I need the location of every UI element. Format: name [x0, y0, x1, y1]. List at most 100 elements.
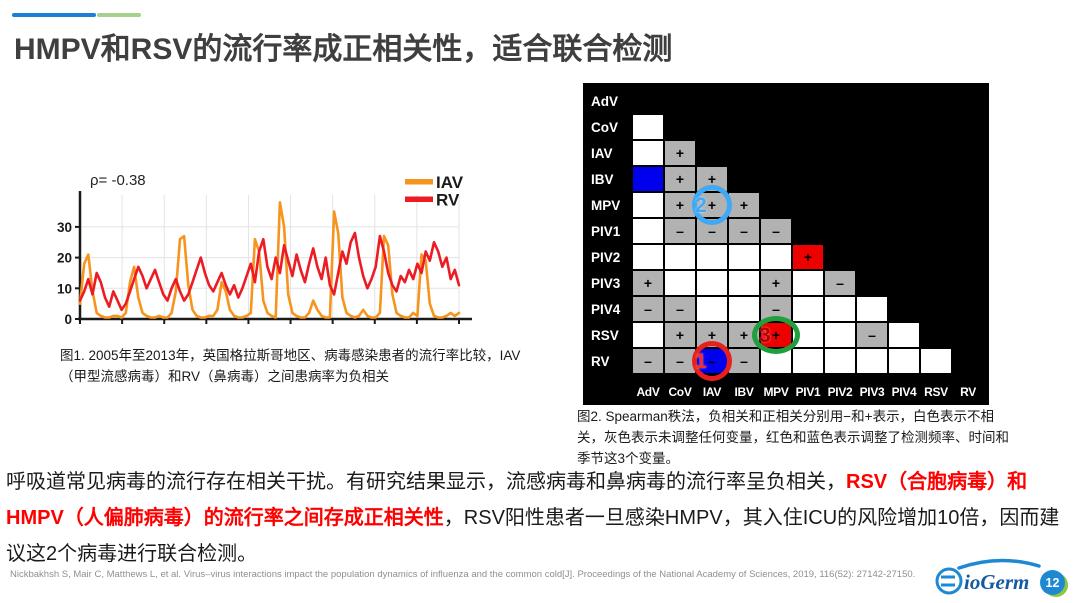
matrix-cell	[697, 271, 727, 295]
matrix-col-label: RSV	[924, 385, 948, 399]
matrix-cell: –	[665, 297, 695, 321]
svg-text:10: 10	[57, 281, 72, 296]
matrix-cell: –	[633, 349, 663, 373]
matrix-cell: +	[729, 193, 759, 217]
matrix-cell: –	[665, 219, 695, 243]
matrix-col-label: MPV	[763, 385, 789, 399]
matrix-cell	[825, 349, 855, 373]
annotation-ring-2	[692, 185, 732, 225]
matrix-cell	[633, 245, 663, 269]
matrix-col-label: PIV1	[795, 385, 821, 399]
annotation-number-1: 1	[695, 350, 707, 373]
matrix-cell: +	[665, 323, 695, 347]
matrix-row-label: PIV1	[591, 223, 621, 239]
matrix-cell	[793, 349, 823, 373]
svg-text:20: 20	[57, 251, 72, 266]
accent-bar-green	[97, 13, 141, 17]
matrix-cell	[857, 349, 887, 373]
matrix-row-label: IAV	[591, 145, 613, 161]
matrix-cell: +	[633, 271, 663, 295]
matrix-cell	[857, 297, 887, 321]
matrix-col-label: IBV	[734, 385, 754, 399]
matrix-cell	[793, 297, 823, 321]
matrix-cell: +	[665, 141, 695, 165]
matrix-cell	[697, 297, 727, 321]
matrix-cell: –	[857, 323, 887, 347]
chart-series	[78, 200, 461, 319]
matrix-cell	[761, 245, 791, 269]
matrix-row-label: PIV4	[591, 301, 621, 317]
matrix-row-label: RSV	[591, 327, 619, 343]
matrix-cell: –	[665, 349, 695, 373]
matrix-row-label: MPV	[591, 197, 621, 213]
matrix-cell	[793, 271, 823, 295]
annotation-number-3: 3	[759, 324, 771, 347]
accent-bar	[12, 13, 141, 17]
matrix-cell	[633, 219, 663, 243]
matrix-cell: +	[665, 167, 695, 191]
matrix-cell	[633, 115, 663, 139]
matrix-col-label: PIV3	[859, 385, 885, 399]
matrix-cell: –	[633, 297, 663, 321]
matrix-cell	[825, 297, 855, 321]
matrix-cell	[921, 349, 951, 373]
chart-gridlines	[79, 195, 460, 319]
svg-text:30: 30	[57, 220, 72, 235]
matrix-cell	[633, 323, 663, 347]
matrix-col-label: PIV2	[827, 385, 853, 399]
biogerm-logo: ioGerm	[933, 556, 1048, 598]
matrix-row-label: CoV	[591, 119, 618, 135]
body-highlight-red: RSV（合胞病毒）和HMPV（人偏肺病毒）的流行率之间存成正相关性	[6, 471, 1028, 529]
page-number: 12	[1040, 570, 1065, 595]
matrix-row-label: IBV	[591, 171, 614, 187]
svg-text:ρ= -0.38: ρ= -0.38	[90, 172, 146, 189]
annotation-ring-3	[752, 316, 800, 354]
logo-text: ioGerm	[964, 570, 1029, 594]
citation-text: Nickbakhsh S, Mair C, Matthews L, et al.…	[10, 569, 916, 580]
matrix-cell	[633, 141, 663, 165]
page-title: HMPV和RSV的流行率成正相关性，适合联合检测	[14, 33, 673, 66]
matrix-cell: –	[825, 271, 855, 295]
svg-text:IAV: IAV	[436, 173, 464, 192]
svg-text:0: 0	[64, 312, 72, 327]
matrix-cell: +	[793, 245, 823, 269]
matrix-cell	[889, 323, 919, 347]
matrix-cell	[633, 193, 663, 217]
svg-text:RV: RV	[436, 191, 460, 210]
matrix-cell: –	[761, 219, 791, 243]
body-text: 呼吸道常见病毒的流行存在相关干扰。有研究结果显示，流感病毒和鼻病毒的流行率呈负相…	[6, 464, 1076, 572]
body-segment: ，RSV阳性患者一旦感染HMPV，其入住ICU的风险增加10倍，因而建议这2个病…	[6, 507, 1060, 565]
matrix-cell: –	[729, 349, 759, 373]
matrix-cell	[633, 167, 663, 191]
matrix-cell	[665, 271, 695, 295]
matrix-col-label: PIV4	[891, 385, 917, 399]
matrix-cell: –	[729, 219, 759, 243]
matrix-cell: +	[761, 271, 791, 295]
matrix-row-label: PIV2	[591, 249, 621, 265]
matrix-cell	[697, 245, 727, 269]
matrix-cell	[889, 349, 919, 373]
matrix-col-label: AdV	[636, 385, 660, 399]
matrix-grid: AdV CoV IAV + IBV + + MPV + + + PIV1– – – – PIV2 + PIV3 + +…	[583, 83, 989, 405]
matrix-cell	[729, 297, 759, 321]
matrix-cell	[729, 271, 759, 295]
body-segment: 呼吸道常见病毒的流行存在相关干扰。有研究结果显示，流感病毒和鼻病毒的流行率呈负相…	[6, 471, 846, 493]
figure2-correlation-matrix: AdV CoV IAV + IBV + + MPV + + + PIV1– – – – PIV2 + PIV3 + +…	[583, 83, 989, 405]
matrix-row-label: RV	[591, 353, 610, 369]
annotation-number-2: 2	[695, 194, 707, 217]
chart-labels: 0 10 20 30 ρ= -0.38	[57, 172, 146, 327]
annotation-ring-1	[692, 341, 732, 381]
page-number-badge: 12	[1040, 570, 1068, 598]
matrix-cell	[729, 245, 759, 269]
accent-bar-blue	[12, 13, 96, 17]
matrix-col-label: CoV	[668, 385, 692, 399]
matrix-cell	[825, 323, 855, 347]
matrix-col-label: RV	[960, 385, 976, 399]
biogerm-logo-icon: ioGerm	[935, 558, 1041, 595]
figure1-caption: 图1. 2005年至2013年，英国格拉斯哥地区、病毒感染患者的流行率比较，IA…	[60, 348, 521, 384]
figure2-caption: 图2. Spearman秩法，负相关和正相关分别用−和+表示，白色表示不相关，灰…	[577, 409, 1009, 466]
matrix-cell	[665, 245, 695, 269]
